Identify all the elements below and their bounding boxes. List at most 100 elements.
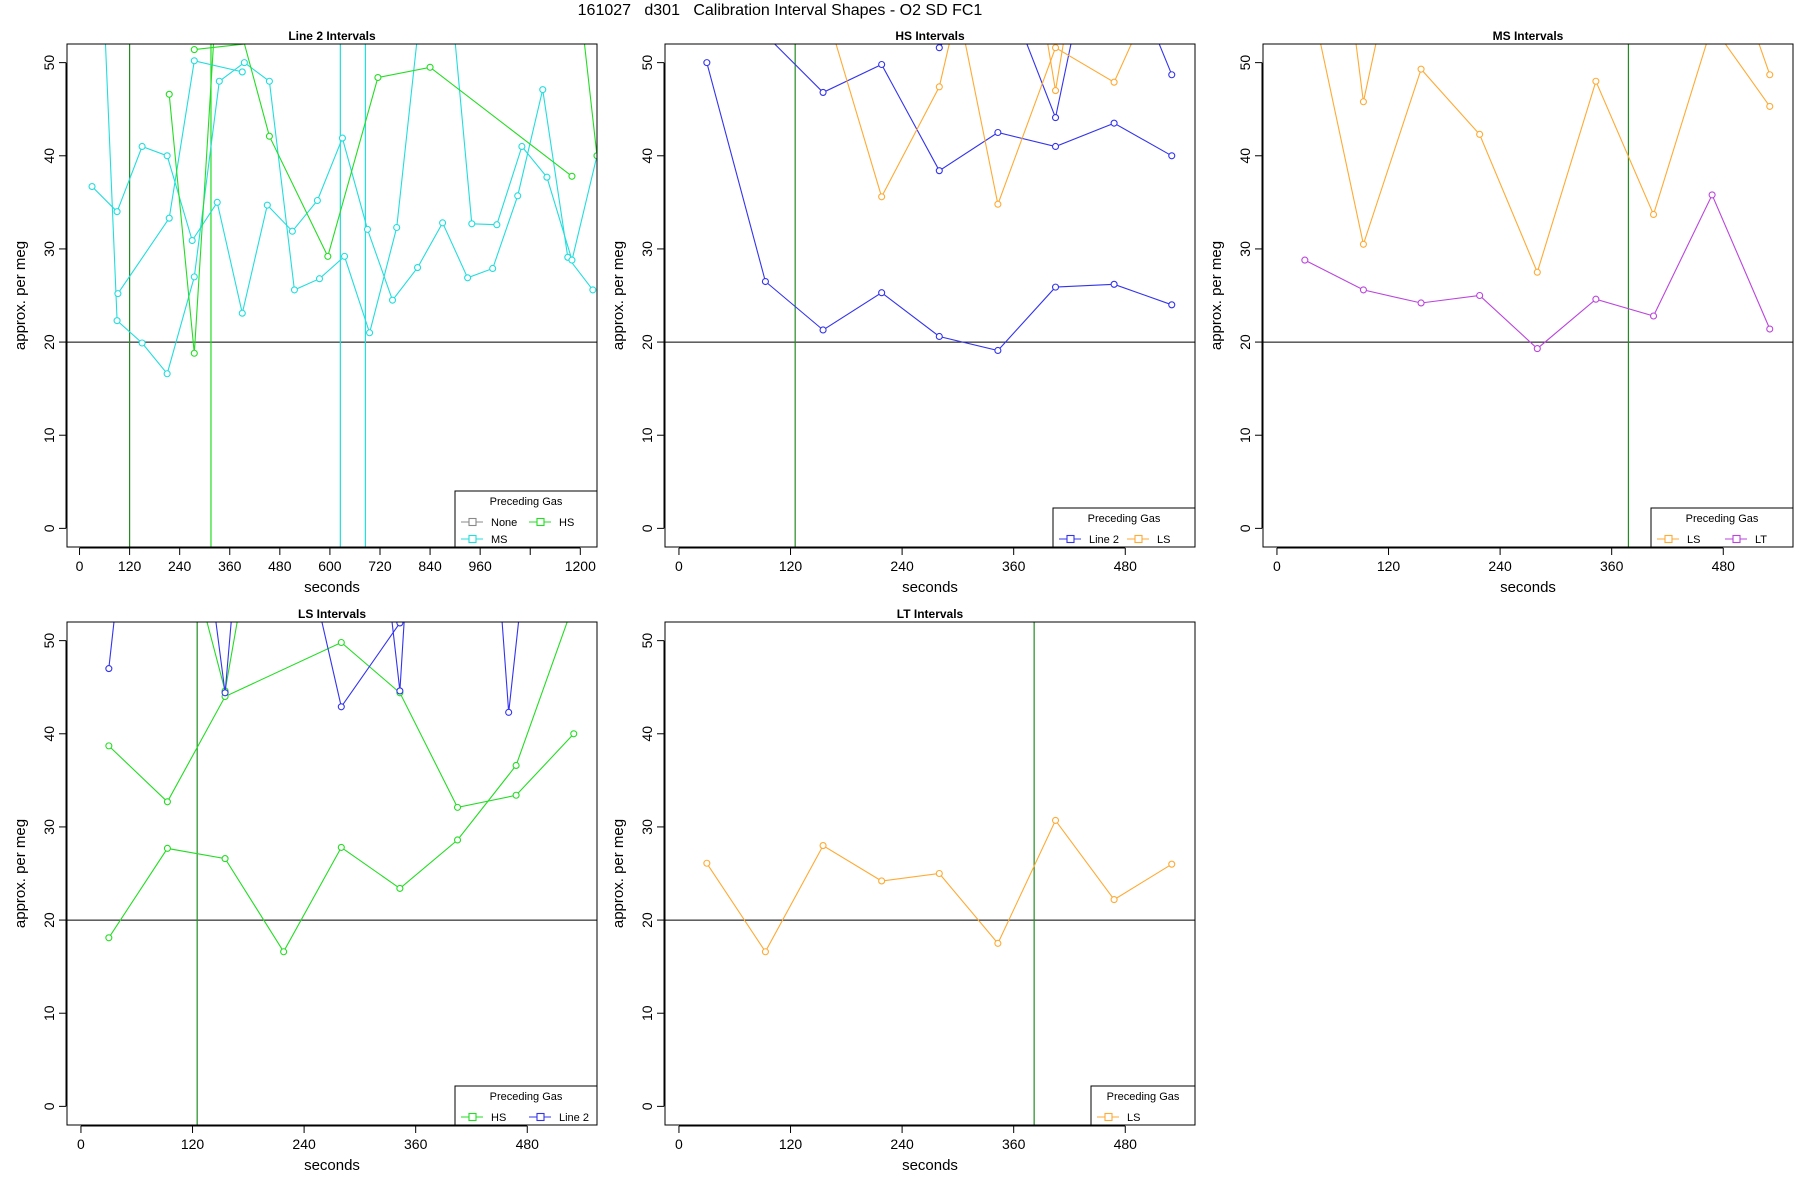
series-line-line-2-b [773,44,1173,172]
y-tick-label: 50 [1237,55,1253,71]
y-axis-label: approx. per meg [12,241,29,350]
x-tick-label: 360 [1002,1136,1026,1152]
y-tick-label: 30 [1237,241,1253,257]
data-point-ms-b [265,77,273,85]
y-tick-label: 30 [639,241,655,257]
legend-box [1052,507,1196,548]
series-line-ms-a [91,89,594,314]
x-tick-label: 120 [779,558,803,574]
x-tick-label: 480 [1114,1136,1138,1152]
data-point-ls [819,842,827,850]
y-tick-label: 50 [41,55,57,71]
data-point-ms-a [88,182,96,191]
x-tick-label: 480 [268,558,292,574]
legend-swatch-box [1732,534,1741,544]
data-point-hs-b [512,791,520,799]
figure-title: 161027 d301 Calibration Interval Shapes … [577,2,983,19]
x-tick-label: 480 [1114,558,1138,574]
data-point-ls-c [1753,32,1759,38]
data-point-ms-a [313,196,321,205]
y-tick-label: 10 [639,427,655,443]
data-point-line-2-b [819,88,827,96]
data-point-line-2-e [496,582,502,588]
legend-label-hs: HS [491,1112,506,1124]
panel-line2-intervals: Line 2 Intervals 0 120 240 360 480 600 720 840 96… [12,29,598,596]
y-tick-label: 10 [639,1005,655,1021]
data-point-ms-c [190,57,198,65]
data-point-lt [1592,295,1600,303]
data-point-hs-a [568,172,576,180]
y-tick-label: 40 [639,148,655,164]
data-point-ls-a [955,4,961,10]
data-point-ls-b [1359,98,1367,106]
data-point-line-2-c [1141,4,1147,10]
x-axis-label: seconds [902,1157,958,1174]
x-tick-label: 480 [1712,558,1736,574]
data-point-ms-b [393,223,401,232]
data-point-ms-b [340,252,349,260]
x-tick-label: 360 [404,1136,428,1152]
data-point-line-2-c [408,582,414,588]
data-point-line-2-c [1051,114,1060,122]
x-axis-label: seconds [902,579,958,596]
data-point-ms-a [514,192,522,200]
data-point-hs-a [265,132,273,140]
y-tick-label: 40 [41,148,57,164]
data-point-line-2-a [761,277,769,286]
data-point-hs-b [593,152,597,160]
x-tick-label: 240 [890,1136,914,1152]
data-point-ms-a [238,309,246,317]
series-line-ls-c [1758,44,1771,75]
data-point-hs-a [280,948,288,956]
data-point-hs-c [241,582,247,588]
legend-swatch-box [468,1112,477,1122]
y-axis-label: approx. per meg [610,819,627,928]
data-point-hs-a [190,349,198,357]
data-point-ms-a [439,219,447,227]
x-tick-label: 360 [1600,558,1624,574]
data-point-line-2-b [1110,119,1118,127]
series-line-hs-b [194,44,597,156]
data-point-ls-a [1359,240,1367,248]
legend: Preceding Gas None HS MS [454,490,598,548]
data-point-ms-b [215,77,223,85]
data-point-hs-a [221,855,229,863]
series-line-ms-c [117,60,243,294]
x-tick-label: 0 [76,558,84,574]
y-tick-label: 20 [1237,334,1253,350]
y-tick-label: 50 [639,55,655,71]
data-point-ms-c [165,214,173,222]
series-line-ls-a [835,44,1132,207]
legend-swatch-box [1104,1112,1113,1122]
data-point-line-2-b [1051,142,1060,151]
legend-box [454,1085,598,1126]
panel-ls-intervals: LS Intervals 0 120 240 360 480 seconds 0 10 20 30 4… [12,582,598,1174]
legend-label-hs: HS [559,517,574,529]
y-tick-label: 20 [639,334,655,350]
x-tick-label: 360 [1002,558,1026,574]
y-tick-label: 30 [639,819,655,835]
y-tick-label: 30 [41,241,57,257]
data-point-ls-b [1051,87,1060,95]
data-point-hs-b [337,638,345,647]
data-point-ls-a [1592,77,1600,85]
legend-label-ls: LS [1127,1112,1140,1124]
data-point-line-2-d [385,582,391,588]
data-point-ls-a [1709,22,1715,28]
panel-lt-intervals: LT Intervals 0 120 240 360 480 seconds 0 10 20 30 4… [610,607,1196,1174]
x-tick-label: 0 [77,1136,85,1152]
series-line-line-2-c [321,622,401,709]
data-point-line-2-b [762,32,768,38]
y-tick-label: 50 [41,633,57,649]
y-axis-label: approx. per meg [1208,241,1225,350]
data-point-ls [1110,896,1118,904]
legend: Preceding Gas Line 2 LS [1052,507,1196,548]
data-point-ms-c [238,68,246,76]
y-tick-label: 0 [41,1102,57,1110]
series-line-ms-b [104,44,597,375]
x-tick-label: 720 [368,558,392,574]
data-point-line-2-b [935,167,943,175]
data-point-hs-a [512,761,520,769]
data-point-ls-a [878,193,886,201]
